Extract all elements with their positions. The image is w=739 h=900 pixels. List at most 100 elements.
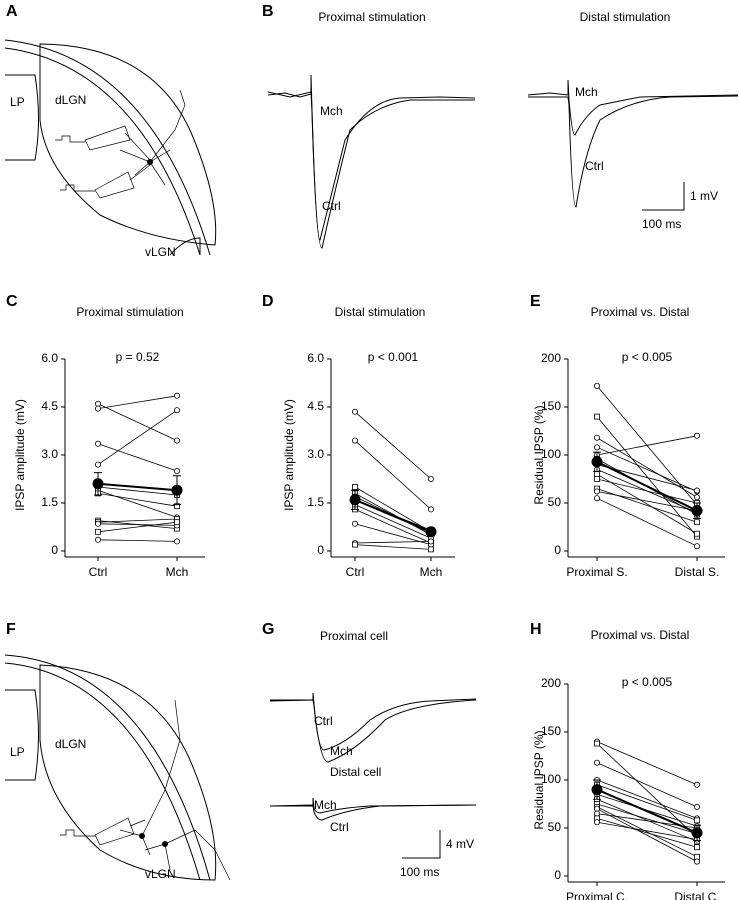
- slice-diagram: LP dLGN vLGN: [4, 39, 217, 259]
- mean-point: [171, 484, 183, 496]
- panel-label: E: [530, 293, 541, 310]
- panel-label: A: [6, 3, 18, 20]
- data-point: [694, 858, 701, 865]
- trace-title: Proximal stimulation: [318, 10, 425, 24]
- y-tick-label: 0: [554, 868, 561, 882]
- chart-title: Distal stimulation: [335, 305, 426, 319]
- y-tick-label: 200: [541, 351, 561, 365]
- pair-line: [596, 784, 698, 821]
- trace-title: Distal cell: [330, 765, 381, 779]
- mean-line: [596, 460, 698, 512]
- data-point: [351, 520, 358, 527]
- data-point: [173, 467, 180, 474]
- mean-line: [354, 498, 432, 533]
- data-point: [694, 530, 700, 537]
- panel-label: C: [6, 293, 18, 310]
- data-point: [351, 408, 358, 415]
- pair-line: [596, 437, 698, 498]
- scale-label: 100 ms: [400, 865, 439, 879]
- pair-line: [596, 446, 698, 492]
- pair-line: [97, 409, 178, 465]
- chart-title: Proximal vs. Distal: [591, 305, 690, 319]
- region-label: vLGN: [145, 245, 176, 259]
- region-label: dLGN: [55, 737, 86, 751]
- y-tick-label: 6.0: [41, 351, 58, 365]
- data-point: [594, 740, 600, 747]
- trace-label: Mch: [330, 744, 353, 758]
- data-point: [594, 810, 601, 817]
- pair-line: [354, 509, 432, 544]
- y-axis-label: IPSP amplitude (mV): [282, 399, 296, 511]
- pair-line: [596, 779, 698, 819]
- mean-point: [691, 505, 703, 517]
- pair-line: [354, 493, 432, 536]
- data-point: [174, 519, 180, 526]
- pair-line: [596, 762, 698, 808]
- annotation: p = 0.52: [116, 350, 160, 364]
- pair-line: [596, 416, 698, 537]
- mean-point: [691, 827, 703, 839]
- pair-line: [596, 743, 698, 838]
- trace-label: Ctrl: [585, 159, 604, 173]
- data-point: [594, 434, 601, 441]
- data-point: [594, 382, 601, 389]
- y-tick-label: 0: [317, 543, 324, 557]
- data-point: [352, 484, 358, 490]
- region-label: LP: [10, 745, 25, 759]
- mean-point: [92, 478, 104, 490]
- data-point: [427, 475, 434, 482]
- y-tick-label: 100: [541, 447, 561, 461]
- data-point: [594, 444, 601, 451]
- pair-line: [354, 486, 432, 533]
- data-point: [95, 440, 102, 447]
- pair-line: [354, 544, 432, 550]
- x-tick-label: Mch: [166, 565, 189, 579]
- pair-line: [596, 473, 698, 535]
- pair-line: [354, 411, 432, 480]
- data-point: [694, 543, 701, 550]
- panel-label: G: [262, 621, 274, 638]
- panel-label: F: [6, 621, 16, 638]
- x-tick-label: Ctrl: [89, 565, 108, 579]
- scale-label: 4 mV: [446, 837, 474, 851]
- mean-point: [591, 456, 603, 468]
- trace-title: Distal stimulation: [580, 10, 671, 24]
- traces: Proximal stimulation Distal stimulation …: [267, 10, 739, 249]
- data-point: [95, 461, 102, 468]
- y-tick-label: 0: [554, 543, 561, 557]
- annotation: p < 0.005: [622, 675, 673, 689]
- x-tick-label: Distal C.: [674, 890, 719, 900]
- pair-line: [354, 504, 432, 539]
- data-point: [427, 538, 434, 545]
- data-point: [694, 519, 700, 526]
- data-point: [95, 520, 102, 527]
- y-tick-label: 150: [541, 724, 561, 738]
- mean-point: [591, 784, 603, 796]
- y-tick-label: 100: [541, 772, 561, 786]
- pair-line: [596, 491, 698, 512]
- y-tick-label: 6.0: [307, 351, 324, 365]
- data-point: [594, 759, 601, 766]
- data-point: [173, 392, 180, 399]
- pair-line: [354, 541, 432, 544]
- pair-line: [97, 539, 178, 542]
- mean-point: [425, 526, 437, 538]
- data-point: [694, 844, 700, 851]
- data-point: [351, 437, 358, 444]
- y-tick-label: 3.0: [307, 447, 324, 461]
- y-axis-label: Residual IPSP (%): [532, 405, 546, 504]
- trace-label: Mch: [320, 104, 343, 118]
- y-tick-label: 50: [548, 820, 562, 834]
- y-axis-label: Residual IPSP (%): [532, 730, 546, 829]
- region-label: LP: [10, 95, 25, 109]
- pair-line: [354, 523, 432, 545]
- y-axis-label: IPSP amplitude (mV): [13, 399, 27, 511]
- pair-line: [97, 521, 178, 533]
- x-tick-label: Ctrl: [346, 565, 365, 579]
- mean-line: [97, 482, 178, 492]
- pair-line: [596, 435, 698, 456]
- annotation: p < 0.001: [368, 350, 419, 364]
- pair-line: [596, 803, 698, 835]
- x-tick-label: Proximal C.: [566, 890, 628, 900]
- trace-label: Ctrl: [322, 199, 341, 213]
